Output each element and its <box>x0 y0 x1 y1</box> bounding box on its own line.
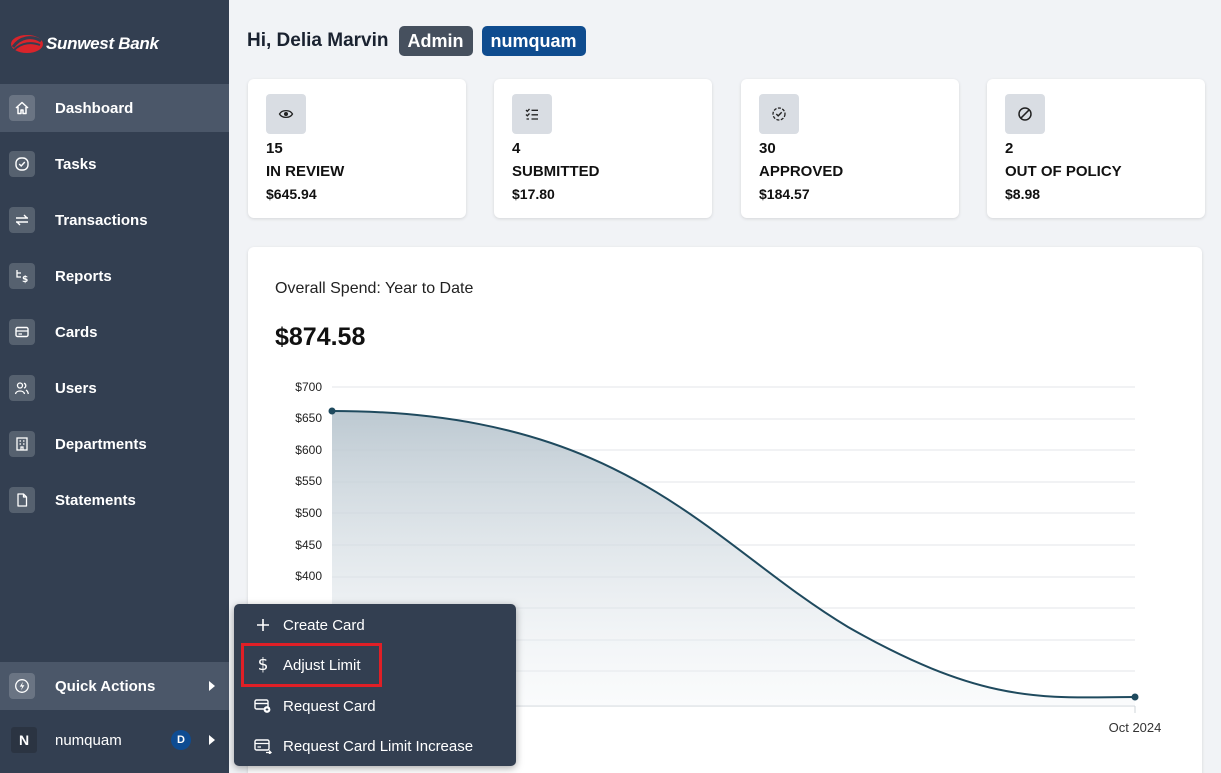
sidebar-item-label: Statements <box>55 491 136 509</box>
spend-line <box>331 410 1136 699</box>
credit-card-icon <box>9 319 35 345</box>
menu-item-request-card-limit-increase[interactable]: Request Card Limit Increase <box>234 726 516 766</box>
stat-amount: $645.94 <box>266 186 317 202</box>
data-point-start[interactable] <box>328 407 336 415</box>
menu-item-label: Adjust Limit <box>283 656 361 674</box>
stat-amount: $8.98 <box>1005 186 1041 202</box>
document-icon <box>9 487 35 513</box>
y-tick-label: $600 <box>295 443 322 457</box>
role-tag: Admin <box>398 26 473 56</box>
stat-card-in-review[interactable]: 15 IN REVIEW $645.94 <box>248 79 466 218</box>
user-menu[interactable]: N numquam D <box>0 716 229 764</box>
stat-label: OUT OF POLICY <box>1005 163 1122 180</box>
sidebar: Sunwest Bank Dashboard Tasks Transaction… <box>0 0 229 773</box>
menu-item-adjust-limit[interactable]: $ Adjust Limit <box>234 645 516 685</box>
sidebar-item-cards[interactable]: Cards <box>0 308 229 356</box>
page-header: Hi, Delia Marvin Admin numquam <box>247 26 586 56</box>
stat-card-submitted[interactable]: 4 SUBMITTED $17.80 <box>494 79 712 218</box>
card-request-icon <box>254 697 272 715</box>
avatar: N <box>11 727 37 753</box>
report-dollar-icon: $ <box>9 263 35 289</box>
y-tick-label: $400 <box>295 569 322 583</box>
svg-text:$: $ <box>22 275 28 284</box>
greeting-text: Hi, Delia Marvin <box>247 30 389 51</box>
stat-label: APPROVED <box>759 163 844 180</box>
brand-name: Sunwest Bank <box>46 34 159 53</box>
transfer-arrows-icon <box>9 207 35 233</box>
stat-amount: $184.57 <box>759 186 810 202</box>
sidebar-item-transactions[interactable]: Transactions <box>0 196 229 244</box>
quick-actions-toggle[interactable]: Quick Actions <box>0 662 229 710</box>
sidebar-item-label: Tasks <box>55 155 97 173</box>
sidebar-item-statements[interactable]: Statements <box>0 476 229 524</box>
chart-total: $874.58 <box>275 323 366 351</box>
y-tick-label: $450 <box>295 538 322 552</box>
spend-area-fill <box>332 411 1135 706</box>
org-tag: numquam <box>481 26 586 56</box>
user-name: numquam <box>55 731 122 749</box>
sidebar-item-label: Reports <box>55 267 112 285</box>
sidebar-item-label: Dashboard <box>55 99 134 117</box>
y-tick-label: $550 <box>295 474 322 488</box>
x-tick-label: Oct 2024 <box>1109 720 1162 735</box>
menu-item-label: Create Card <box>283 616 365 634</box>
stat-card-approved[interactable]: 30 APPROVED $184.57 <box>741 79 959 218</box>
stat-count: 4 <box>512 140 521 157</box>
sidebar-item-label: Cards <box>55 323 98 341</box>
brand-logo[interactable]: Sunwest Bank <box>10 29 159 59</box>
users-icon <box>9 375 35 401</box>
menu-item-label: Request Card Limit Increase <box>283 737 474 755</box>
ban-icon <box>1005 94 1045 134</box>
stat-amount: $17.80 <box>512 186 555 202</box>
plus-icon <box>254 616 272 634</box>
chevron-right-icon <box>209 735 215 745</box>
quick-actions-label: Quick Actions <box>55 677 156 695</box>
data-point-end[interactable] <box>1131 693 1139 701</box>
user-badge: D <box>171 730 191 750</box>
card-limit-icon <box>254 737 272 755</box>
menu-item-request-card[interactable]: Request Card <box>234 686 516 726</box>
sunwest-logo-icon <box>11 35 43 53</box>
building-icon <box>9 431 35 457</box>
checklist-icon <box>512 94 552 134</box>
dollar-icon: $ <box>257 655 269 675</box>
bolt-icon <box>9 673 35 699</box>
sidebar-item-label: Departments <box>55 435 147 453</box>
eye-icon <box>266 94 306 134</box>
menu-item-create-card[interactable]: Create Card <box>234 605 516 645</box>
chart-title: Overall Spend: Year to Date <box>275 280 474 297</box>
stat-count: 30 <box>759 140 776 157</box>
sidebar-item-label: Transactions <box>55 211 148 229</box>
menu-item-label: Request Card <box>283 697 376 715</box>
stat-count: 15 <box>266 140 283 157</box>
sidebar-item-reports[interactable]: $ Reports <box>0 252 229 300</box>
y-tick-label: $650 <box>295 411 322 425</box>
sidebar-item-users[interactable]: Users <box>0 364 229 412</box>
stat-label: SUBMITTED <box>512 163 600 180</box>
check-circle-icon <box>9 151 35 177</box>
stat-card-out-of-policy[interactable]: 2 OUT OF POLICY $8.98 <box>987 79 1205 218</box>
sidebar-item-departments[interactable]: Departments <box>0 420 229 468</box>
badge-check-icon <box>759 94 799 134</box>
sidebar-item-tasks[interactable]: Tasks <box>0 140 229 188</box>
sidebar-item-dashboard[interactable]: Dashboard <box>0 84 229 132</box>
sidebar-item-label: Users <box>55 379 97 397</box>
stat-label: IN REVIEW <box>266 163 345 180</box>
spend-area-chart: $700 $650 $600 $550 $500 $450 $400 Oct 2… <box>295 380 1162 735</box>
highlight-box <box>241 643 382 687</box>
stat-count: 2 <box>1005 140 1014 157</box>
home-icon <box>9 95 35 121</box>
y-tick-label: $700 <box>295 380 322 394</box>
chevron-right-icon <box>209 681 215 691</box>
y-tick-label: $500 <box>295 506 322 520</box>
